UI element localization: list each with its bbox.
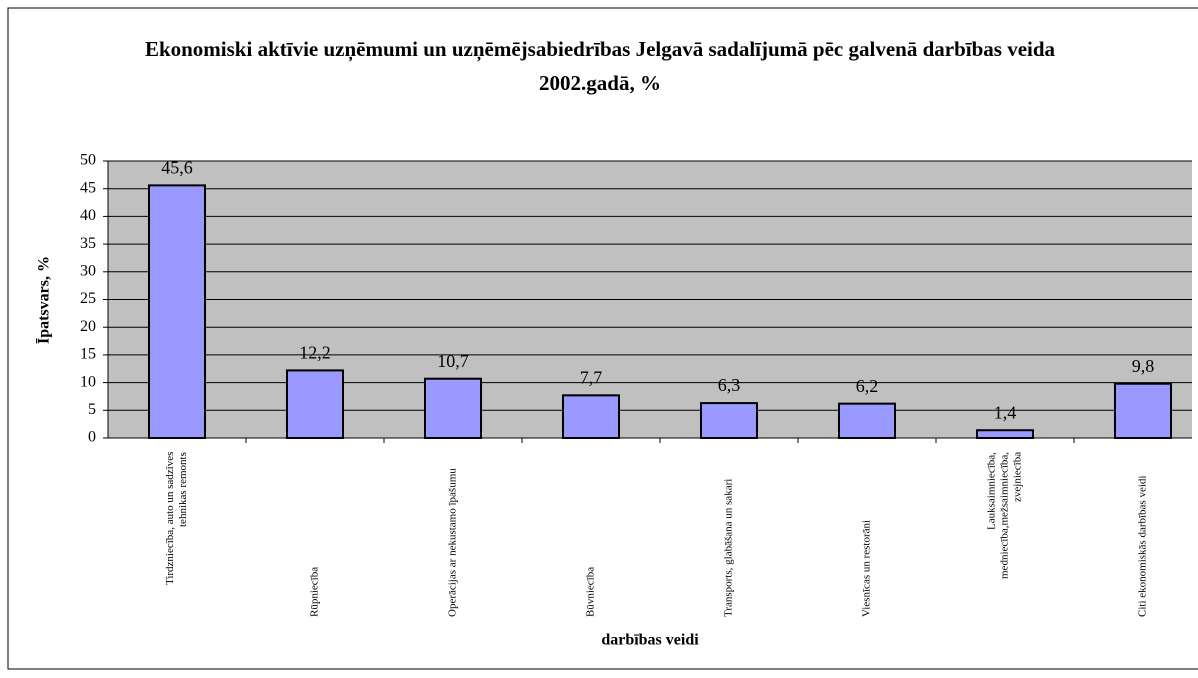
data-label: 1,4 xyxy=(994,402,1017,422)
bar xyxy=(976,429,1034,439)
y-tick-label: 45 xyxy=(80,179,96,196)
x-tick-label: Tirdzniecība, auto un sadzīves tehnikas … xyxy=(164,452,189,586)
y-tick-label: 25 xyxy=(80,290,96,307)
data-label: 6,2 xyxy=(856,376,879,396)
data-label: 9,8 xyxy=(1132,356,1155,376)
bar xyxy=(148,184,206,439)
y-tick-label: 10 xyxy=(80,373,96,390)
y-axis-label: Īpatsvars, % xyxy=(35,256,53,344)
x-tick-label: Būvniecība xyxy=(584,566,597,617)
bar xyxy=(286,369,344,439)
y-tick-label: 0 xyxy=(88,429,96,446)
x-axis-label: darbības veidi xyxy=(601,632,699,649)
data-label: 10,7 xyxy=(437,351,469,371)
x-tick-label: Lauksaimniecība, medniecība,mežsaimniecī… xyxy=(985,452,1024,580)
x-tick-label: Citi ekonomiskās darbības veidi xyxy=(1136,475,1149,617)
x-tick-label: Operācijas ar nekustamo īpašumu xyxy=(446,468,459,617)
bar xyxy=(562,394,620,440)
y-tick-label: 50 xyxy=(80,152,96,169)
data-label: 45,6 xyxy=(161,158,193,178)
bar xyxy=(838,402,896,440)
bar xyxy=(700,402,758,439)
y-tick-label: 35 xyxy=(80,235,96,252)
y-tick-label: 5 xyxy=(88,401,96,418)
chart-title: Ekonomiski aktīvie uzņēmumi un uzņēmējsa… xyxy=(144,37,1056,95)
x-tick-label: Rūpniecība xyxy=(308,566,321,617)
y-tick-label: 15 xyxy=(80,346,96,363)
bar xyxy=(424,377,482,439)
y-tick-label: 40 xyxy=(80,207,96,224)
x-tick-label: Viesnīcas un restorāni xyxy=(860,519,873,617)
x-tick-label: Transports, glabāšana un sakari xyxy=(722,478,735,617)
bar xyxy=(1114,382,1172,440)
y-tick-label: 20 xyxy=(80,318,96,335)
data-label: 12,2 xyxy=(299,343,331,363)
y-tick-label: 30 xyxy=(80,262,96,279)
data-label: 7,7 xyxy=(580,367,603,387)
data-label: 6,3 xyxy=(718,375,741,395)
